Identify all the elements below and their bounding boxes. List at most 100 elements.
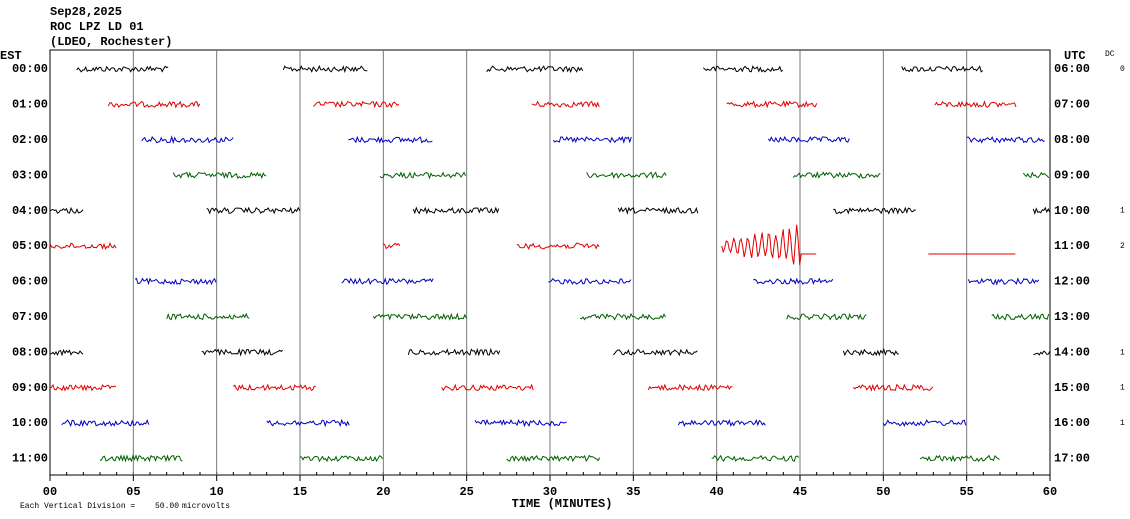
trace-segment bbox=[341, 277, 434, 286]
trace-segment bbox=[407, 347, 501, 357]
trace-segment bbox=[552, 135, 632, 144]
dc-value: 1 bbox=[1120, 348, 1125, 357]
trace-segment bbox=[842, 347, 899, 357]
trace-segment bbox=[726, 100, 818, 109]
trace-segment bbox=[767, 135, 850, 143]
dc-value: 1 bbox=[1120, 384, 1125, 393]
station: ROC LPZ LD 01 bbox=[50, 20, 144, 34]
trace-segment bbox=[711, 454, 800, 462]
trace-segment bbox=[172, 171, 267, 180]
trace-segment bbox=[1032, 206, 1051, 216]
x-tick-label: 25 bbox=[459, 485, 473, 499]
trace-segment bbox=[991, 312, 1050, 321]
trace-segment bbox=[282, 64, 368, 74]
est-label: 05:00 bbox=[12, 239, 48, 253]
trace-segment bbox=[677, 418, 766, 428]
x-tick-label: 50 bbox=[876, 485, 890, 499]
x-tick-label: 15 bbox=[293, 485, 307, 499]
trace-segment bbox=[967, 277, 1040, 286]
est-label: 03:00 bbox=[12, 168, 48, 182]
trace-segment bbox=[49, 206, 84, 214]
utc-label: 08:00 bbox=[1054, 133, 1090, 147]
utc-label: 14:00 bbox=[1054, 345, 1090, 359]
trace-segment bbox=[49, 383, 117, 392]
trace-segment bbox=[617, 206, 699, 215]
x-tick-label: 35 bbox=[626, 485, 640, 499]
x-tick-label: 55 bbox=[959, 485, 973, 499]
est-label: 08:00 bbox=[12, 345, 48, 359]
trace-segment bbox=[201, 347, 284, 357]
trace-segment bbox=[786, 312, 867, 321]
trace-segment bbox=[919, 454, 1000, 463]
utc-label: 07:00 bbox=[1054, 98, 1090, 112]
est-label: 10:00 bbox=[12, 416, 48, 430]
trace-segment bbox=[852, 383, 934, 392]
dc-value: 0 bbox=[1120, 65, 1125, 74]
x-tick-label: 10 bbox=[209, 485, 223, 499]
est-label: 07:00 bbox=[12, 310, 48, 324]
trace-segment bbox=[966, 136, 1045, 144]
utc-label: 17:00 bbox=[1054, 452, 1090, 466]
trace-segment bbox=[299, 455, 383, 463]
trace-segment bbox=[548, 277, 632, 285]
trace-segment bbox=[348, 135, 433, 144]
trace-segment bbox=[833, 206, 916, 215]
trace-segment bbox=[99, 454, 183, 463]
trace-segment bbox=[647, 383, 733, 392]
trace-segment bbox=[1033, 350, 1051, 356]
scale-value: 50.00 bbox=[155, 502, 179, 511]
x-tick-label: 40 bbox=[709, 485, 723, 499]
est-label: 00:00 bbox=[12, 62, 48, 76]
x-tick-label: 05 bbox=[126, 485, 140, 499]
trace-segment bbox=[506, 454, 601, 463]
trace-segment bbox=[166, 312, 250, 321]
trace-segment bbox=[721, 224, 817, 266]
trace-segment bbox=[516, 242, 600, 250]
trace-segment bbox=[76, 65, 169, 73]
trace-segment bbox=[586, 171, 667, 180]
trace-segment bbox=[233, 383, 316, 392]
x-tick-label: 60 bbox=[1043, 485, 1057, 499]
right-zone: UTC bbox=[1064, 49, 1086, 63]
scale-label: Each Vertical Division = bbox=[20, 502, 135, 511]
utc-label: 06:00 bbox=[1054, 62, 1090, 76]
x-tick-label: 30 bbox=[543, 485, 557, 499]
est-label: 04:00 bbox=[12, 204, 48, 218]
trace-segment bbox=[612, 348, 698, 357]
x-tick-label: 45 bbox=[793, 485, 807, 499]
trace-segment bbox=[206, 206, 301, 215]
trace-segment bbox=[579, 312, 666, 321]
utc-label: 10:00 bbox=[1054, 204, 1090, 218]
trace-segment bbox=[266, 418, 350, 428]
trace-segment bbox=[934, 100, 1017, 108]
utc-label: 11:00 bbox=[1054, 239, 1090, 253]
trace-segment bbox=[882, 419, 967, 427]
trace-segment bbox=[441, 383, 534, 392]
trace-segment bbox=[412, 206, 500, 215]
trace-segment bbox=[901, 65, 983, 73]
trace-segment bbox=[702, 65, 784, 73]
dc-value: 1 bbox=[1120, 419, 1125, 428]
trace-segment bbox=[379, 171, 466, 180]
trace-segment bbox=[107, 100, 201, 109]
trace-segment bbox=[792, 170, 881, 179]
dc-value: 2 bbox=[1120, 242, 1125, 251]
trace-segment bbox=[382, 242, 401, 250]
utc-label: 15:00 bbox=[1054, 381, 1090, 395]
x-tick-label: 00 bbox=[43, 485, 57, 499]
scale-unit: microvolts bbox=[182, 502, 230, 511]
utc-label: 16:00 bbox=[1054, 416, 1090, 430]
dc-header: DC bbox=[1105, 50, 1115, 59]
trace-segment bbox=[753, 277, 834, 285]
left-zone: EST bbox=[0, 49, 22, 63]
est-label: 01:00 bbox=[12, 98, 48, 112]
chart-title: Sep28,2025 bbox=[50, 5, 122, 19]
utc-label: 12:00 bbox=[1054, 275, 1090, 289]
trace-segment bbox=[531, 100, 600, 109]
est-label: 06:00 bbox=[12, 275, 48, 289]
trace-segment bbox=[134, 277, 217, 286]
source: (LDEO, Rochester) bbox=[50, 35, 172, 49]
dc-value: 1 bbox=[1120, 207, 1125, 216]
utc-label: 09:00 bbox=[1054, 168, 1090, 182]
